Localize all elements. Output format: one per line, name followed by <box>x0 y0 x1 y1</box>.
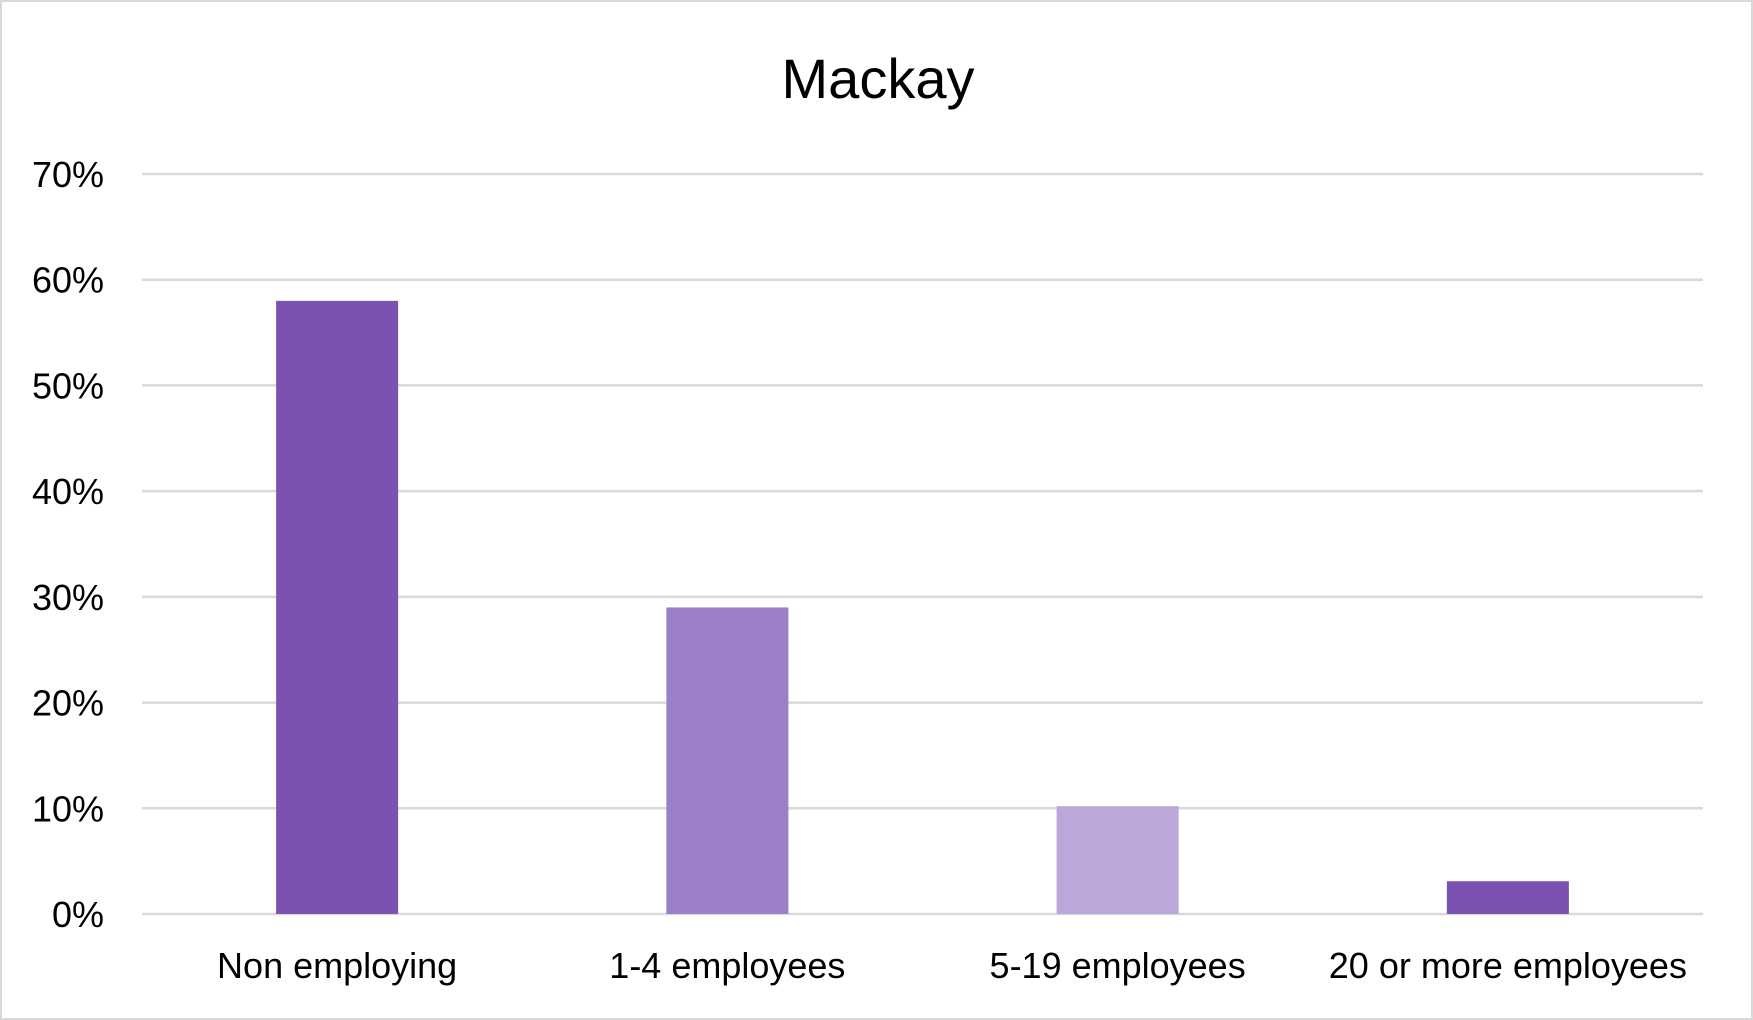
bars <box>276 300 1569 914</box>
bar-20-or-more-employees <box>1446 881 1569 914</box>
bar-1-4-employees <box>666 607 789 914</box>
bar-5-19-employees <box>1056 806 1179 914</box>
gridlines <box>142 172 1703 916</box>
x-category-label: Non employing <box>217 945 457 986</box>
y-tick-label: 10% <box>32 788 104 829</box>
y-tick-label: 20% <box>32 683 104 724</box>
y-tick-label: 50% <box>32 365 104 406</box>
y-tick-label: 70% <box>32 154 104 195</box>
x-category-label: 1-4 employees <box>609 945 845 986</box>
y-tick-label: 60% <box>32 260 104 301</box>
y-tick-label: 40% <box>32 471 104 512</box>
x-category-label: 5-19 employees <box>990 945 1246 986</box>
x-axis-category-labels: Non employing 1-4 employees 5-19 employees… <box>217 945 1687 986</box>
chart-title: Mackay <box>782 47 975 110</box>
y-axis-tick-labels: 0% 10% 20% 30% 40% 50% 60% 70% <box>32 154 104 935</box>
x-category-label: 20 or more employees <box>1329 945 1687 986</box>
y-tick-label: 0% <box>52 894 104 935</box>
bar-non-employing <box>276 300 399 914</box>
y-tick-label: 30% <box>32 577 104 618</box>
